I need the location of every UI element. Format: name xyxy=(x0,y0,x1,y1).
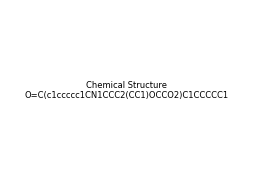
Text: Chemical Structure
O=C(c1ccccc1CN1CCC2(CC1)OCCO2)C1CCCCC1: Chemical Structure O=C(c1ccccc1CN1CCC2(C… xyxy=(25,81,229,100)
